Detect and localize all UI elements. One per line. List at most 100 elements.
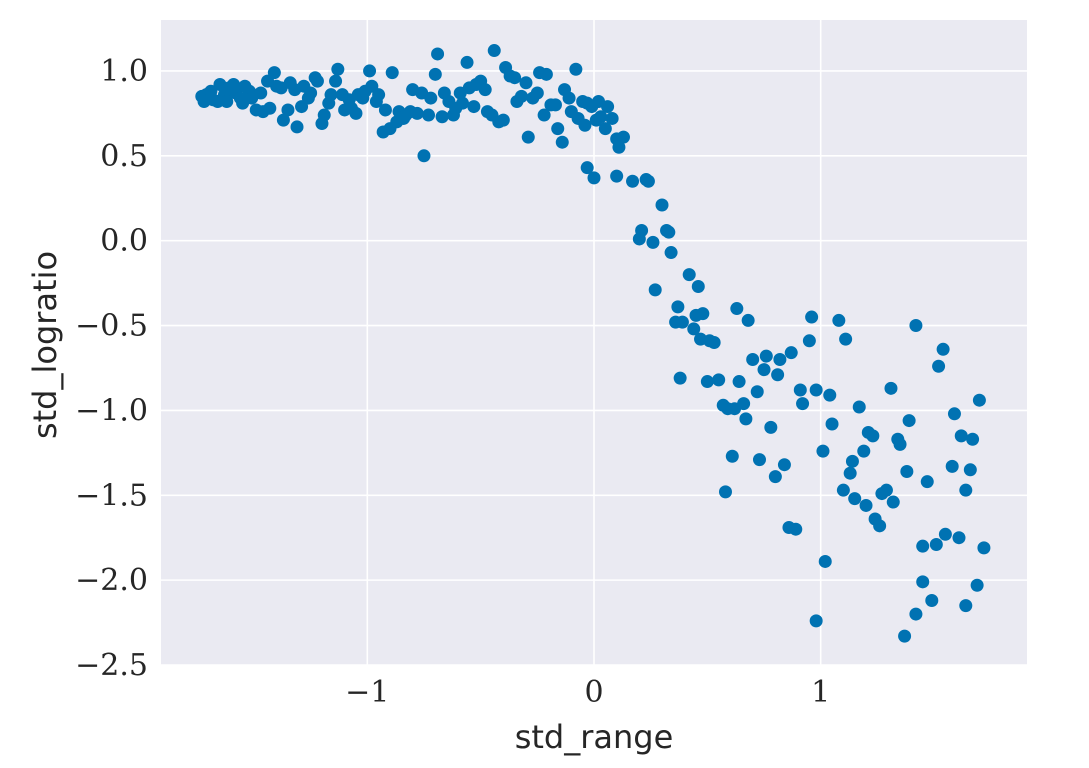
data-point [612, 140, 626, 154]
data-point [793, 383, 807, 397]
data-point [530, 86, 544, 100]
data-point [290, 120, 304, 134]
data-point [809, 383, 823, 397]
data-point [916, 539, 930, 553]
y-tick-label: −2.0 [75, 563, 148, 598]
data-point [635, 223, 649, 237]
data-point [521, 130, 535, 144]
data-point [671, 300, 685, 314]
data-point [789, 522, 803, 536]
data-point [836, 483, 850, 497]
data-point [487, 44, 501, 58]
data-point [909, 319, 923, 333]
data-point [725, 449, 739, 463]
data-point [682, 268, 696, 282]
y-tick-label: 1.0 [100, 54, 148, 89]
data-point [777, 458, 791, 472]
data-point [691, 279, 705, 293]
data-point [737, 397, 751, 411]
data-point [254, 86, 268, 100]
data-point [508, 71, 522, 85]
data-point [963, 463, 977, 477]
y-tick-label: −1.5 [75, 478, 148, 513]
data-point [675, 315, 689, 329]
data-point [276, 113, 290, 127]
data-point [641, 174, 655, 188]
data-point [594, 110, 608, 124]
data-point [324, 88, 338, 102]
data-point [467, 100, 481, 114]
data-point [422, 108, 436, 122]
data-point [818, 554, 832, 568]
data-point [802, 334, 816, 348]
x-tick-label: 1 [811, 675, 830, 710]
data-point [832, 313, 846, 327]
data-point [757, 363, 771, 377]
data-point [839, 332, 853, 346]
data-point [372, 88, 386, 102]
data-point [873, 519, 887, 533]
data-point [424, 91, 438, 105]
data-point [805, 310, 819, 324]
data-point [823, 388, 837, 402]
data-point [664, 246, 678, 260]
y-tick-label: −1.0 [75, 393, 148, 428]
data-point [648, 283, 662, 297]
data-point [478, 83, 492, 97]
data-point [750, 385, 764, 399]
y-tick-label: 0.0 [100, 224, 148, 259]
data-point [932, 359, 946, 373]
data-point [537, 108, 551, 122]
data-point [410, 106, 424, 120]
y-tick-label: 0.5 [100, 139, 148, 174]
data-point [938, 527, 952, 541]
grid-lines [161, 20, 1027, 666]
data-point [587, 171, 601, 185]
data-point [857, 444, 871, 458]
x-tick-label: −1 [345, 675, 389, 710]
data-point [902, 414, 916, 428]
data-point [959, 599, 973, 613]
data-point [431, 47, 445, 61]
data-point [884, 381, 898, 395]
data-point [304, 86, 318, 100]
data-point [673, 371, 687, 385]
data-point [966, 432, 980, 446]
data-point [952, 531, 966, 545]
data-point [417, 149, 431, 163]
data-point [331, 62, 345, 76]
data-point [900, 465, 914, 478]
data-point [929, 537, 943, 551]
data-point [435, 110, 449, 124]
data-point [945, 459, 959, 473]
data-point [773, 352, 787, 366]
data-point [220, 94, 234, 108]
data-point [732, 375, 746, 389]
data-point [349, 106, 363, 120]
data-point [539, 67, 553, 81]
data-point [310, 74, 324, 88]
data-point [925, 594, 939, 607]
data-point [655, 198, 669, 212]
data-point [746, 352, 760, 366]
data-point [954, 429, 968, 443]
data-point [784, 346, 798, 360]
data-point [519, 76, 533, 90]
data-point [700, 375, 714, 389]
data-point [879, 483, 893, 497]
data-point [730, 302, 744, 316]
data-point [456, 96, 470, 110]
data-point [687, 322, 701, 336]
data-point [977, 541, 991, 555]
data-point [843, 466, 857, 480]
data-point [605, 111, 619, 125]
y-tick-label: −2.5 [75, 648, 148, 683]
data-point [548, 98, 562, 112]
data-point [886, 495, 900, 509]
data-point [267, 66, 281, 80]
data-point [610, 169, 624, 183]
data-point [825, 417, 839, 431]
data-point [428, 67, 442, 81]
data-point [363, 64, 377, 78]
